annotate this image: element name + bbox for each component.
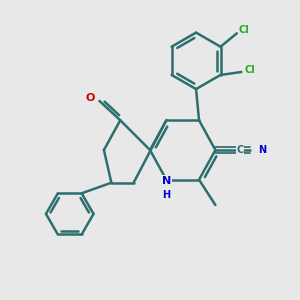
Text: O: O: [86, 93, 95, 103]
Text: C: C: [236, 145, 244, 155]
Text: Cl: Cl: [239, 26, 250, 35]
Text: N: N: [162, 176, 171, 186]
Text: H: H: [162, 190, 170, 200]
Text: N: N: [258, 145, 266, 155]
Text: Cl: Cl: [244, 65, 255, 76]
